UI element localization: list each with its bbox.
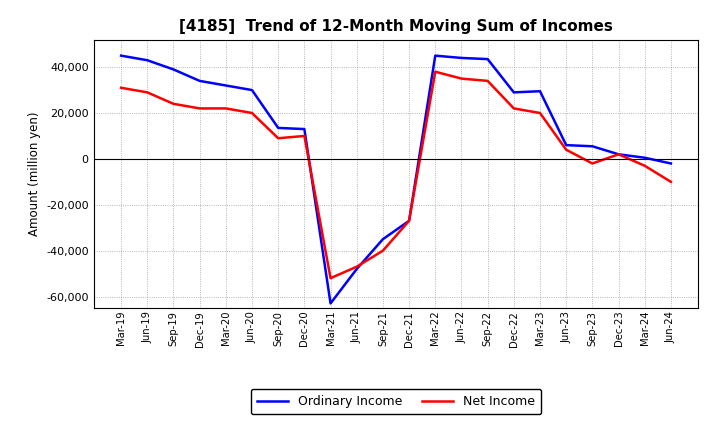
Net Income — [222, 106, 230, 111]
Ordinary Income — [510, 90, 518, 95]
Ordinary Income — [614, 152, 623, 157]
Net Income — [379, 248, 387, 253]
Ordinary Income — [536, 88, 544, 94]
Ordinary Income — [588, 143, 597, 149]
Line: Net Income: Net Income — [121, 72, 671, 278]
Ordinary Income — [640, 155, 649, 161]
Line: Ordinary Income: Ordinary Income — [121, 55, 671, 304]
Net Income — [143, 90, 152, 95]
Ordinary Income — [222, 83, 230, 88]
Net Income — [588, 161, 597, 166]
Net Income — [483, 78, 492, 84]
Title: [4185]  Trend of 12-Month Moving Sum of Incomes: [4185] Trend of 12-Month Moving Sum of I… — [179, 19, 613, 34]
Ordinary Income — [405, 218, 413, 224]
Ordinary Income — [248, 88, 256, 93]
Net Income — [510, 106, 518, 111]
Net Income — [352, 264, 361, 269]
Ordinary Income — [562, 143, 570, 148]
Net Income — [562, 147, 570, 152]
Ordinary Income — [300, 126, 309, 132]
Legend: Ordinary Income, Net Income: Ordinary Income, Net Income — [251, 389, 541, 414]
Net Income — [405, 218, 413, 224]
Net Income — [640, 163, 649, 169]
Ordinary Income — [431, 53, 440, 58]
Ordinary Income — [143, 58, 152, 63]
Net Income — [274, 136, 282, 141]
Net Income — [300, 133, 309, 139]
Net Income — [431, 69, 440, 74]
Ordinary Income — [667, 161, 675, 166]
Ordinary Income — [326, 301, 335, 306]
Net Income — [326, 275, 335, 281]
Net Income — [117, 85, 125, 90]
Ordinary Income — [352, 266, 361, 271]
Y-axis label: Amount (million yen): Amount (million yen) — [27, 112, 40, 236]
Ordinary Income — [457, 55, 466, 61]
Net Income — [614, 152, 623, 157]
Net Income — [536, 110, 544, 116]
Ordinary Income — [483, 56, 492, 62]
Ordinary Income — [274, 125, 282, 131]
Ordinary Income — [379, 237, 387, 242]
Net Income — [248, 110, 256, 116]
Net Income — [195, 106, 204, 111]
Net Income — [667, 179, 675, 184]
Net Income — [457, 76, 466, 81]
Net Income — [169, 101, 178, 106]
Ordinary Income — [195, 78, 204, 84]
Ordinary Income — [117, 53, 125, 58]
Ordinary Income — [169, 67, 178, 72]
